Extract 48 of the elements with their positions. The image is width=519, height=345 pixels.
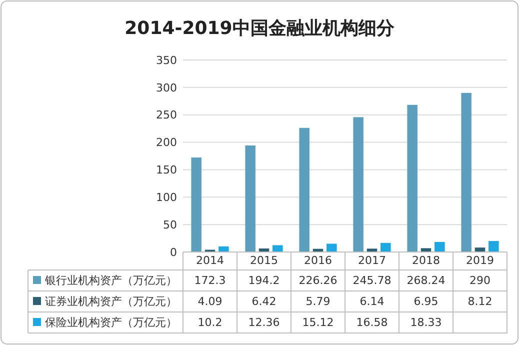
bar bbox=[380, 242, 391, 252]
data-label: 8.12 bbox=[468, 295, 492, 308]
data-label: 5.79 bbox=[306, 295, 330, 308]
bar bbox=[218, 246, 229, 252]
data-label: 194.2 bbox=[248, 274, 280, 287]
y-tick-label: 200 bbox=[156, 136, 177, 150]
bar bbox=[245, 145, 256, 252]
y-tick-label: 0 bbox=[170, 246, 177, 259]
data-label: 15.12 bbox=[302, 316, 334, 329]
data-label: 226.26 bbox=[298, 274, 338, 287]
data-label: 172.3 bbox=[194, 274, 226, 287]
bar bbox=[299, 128, 310, 252]
bar bbox=[353, 117, 364, 252]
bar bbox=[407, 104, 418, 252]
bar bbox=[434, 242, 445, 252]
bar bbox=[488, 241, 499, 252]
legend-label: 证券业机构资产（万亿元） bbox=[45, 295, 177, 308]
data-label: 16.58 bbox=[356, 316, 388, 329]
data-label: 18.33 bbox=[410, 316, 442, 329]
bar bbox=[326, 244, 337, 252]
data-label: 290 bbox=[470, 274, 490, 287]
data-label: 6.42 bbox=[252, 295, 276, 308]
legend-label: 保险业机构资产（万亿元） bbox=[45, 316, 177, 329]
y-tick-label: 350 bbox=[156, 54, 177, 67]
bar bbox=[272, 245, 283, 252]
bar bbox=[420, 248, 432, 252]
data-label: 6.14 bbox=[360, 295, 384, 308]
chart-title: 2014-2019中国金融业机构细分 bbox=[124, 18, 396, 39]
x-tick-label: 2014 bbox=[196, 254, 224, 267]
data-label: 10.2 bbox=[198, 316, 222, 329]
x-tick-label: 2016 bbox=[304, 254, 332, 267]
x-tick-label: 2018 bbox=[412, 254, 440, 267]
x-tick-label: 2017 bbox=[358, 254, 386, 267]
data-label: 12.36 bbox=[248, 316, 280, 329]
x-tick-label: 2019 bbox=[466, 254, 494, 267]
y-tick-label: 100 bbox=[156, 190, 177, 204]
y-tick-label: 50 bbox=[163, 218, 177, 232]
bar bbox=[191, 157, 202, 252]
data-label: 268.24 bbox=[406, 274, 446, 287]
y-tick-label: 250 bbox=[156, 108, 177, 122]
bar bbox=[461, 92, 472, 252]
data-label: 4.09 bbox=[198, 295, 222, 308]
data-label: 6.95 bbox=[414, 295, 438, 308]
y-tick-label: 150 bbox=[156, 164, 177, 177]
y-tick-label: 300 bbox=[156, 81, 177, 94]
x-tick-label: 2015 bbox=[250, 254, 278, 267]
data-label: 245.78 bbox=[352, 274, 392, 287]
legend-label: 银行业机构资产（万亿元） bbox=[44, 274, 177, 287]
